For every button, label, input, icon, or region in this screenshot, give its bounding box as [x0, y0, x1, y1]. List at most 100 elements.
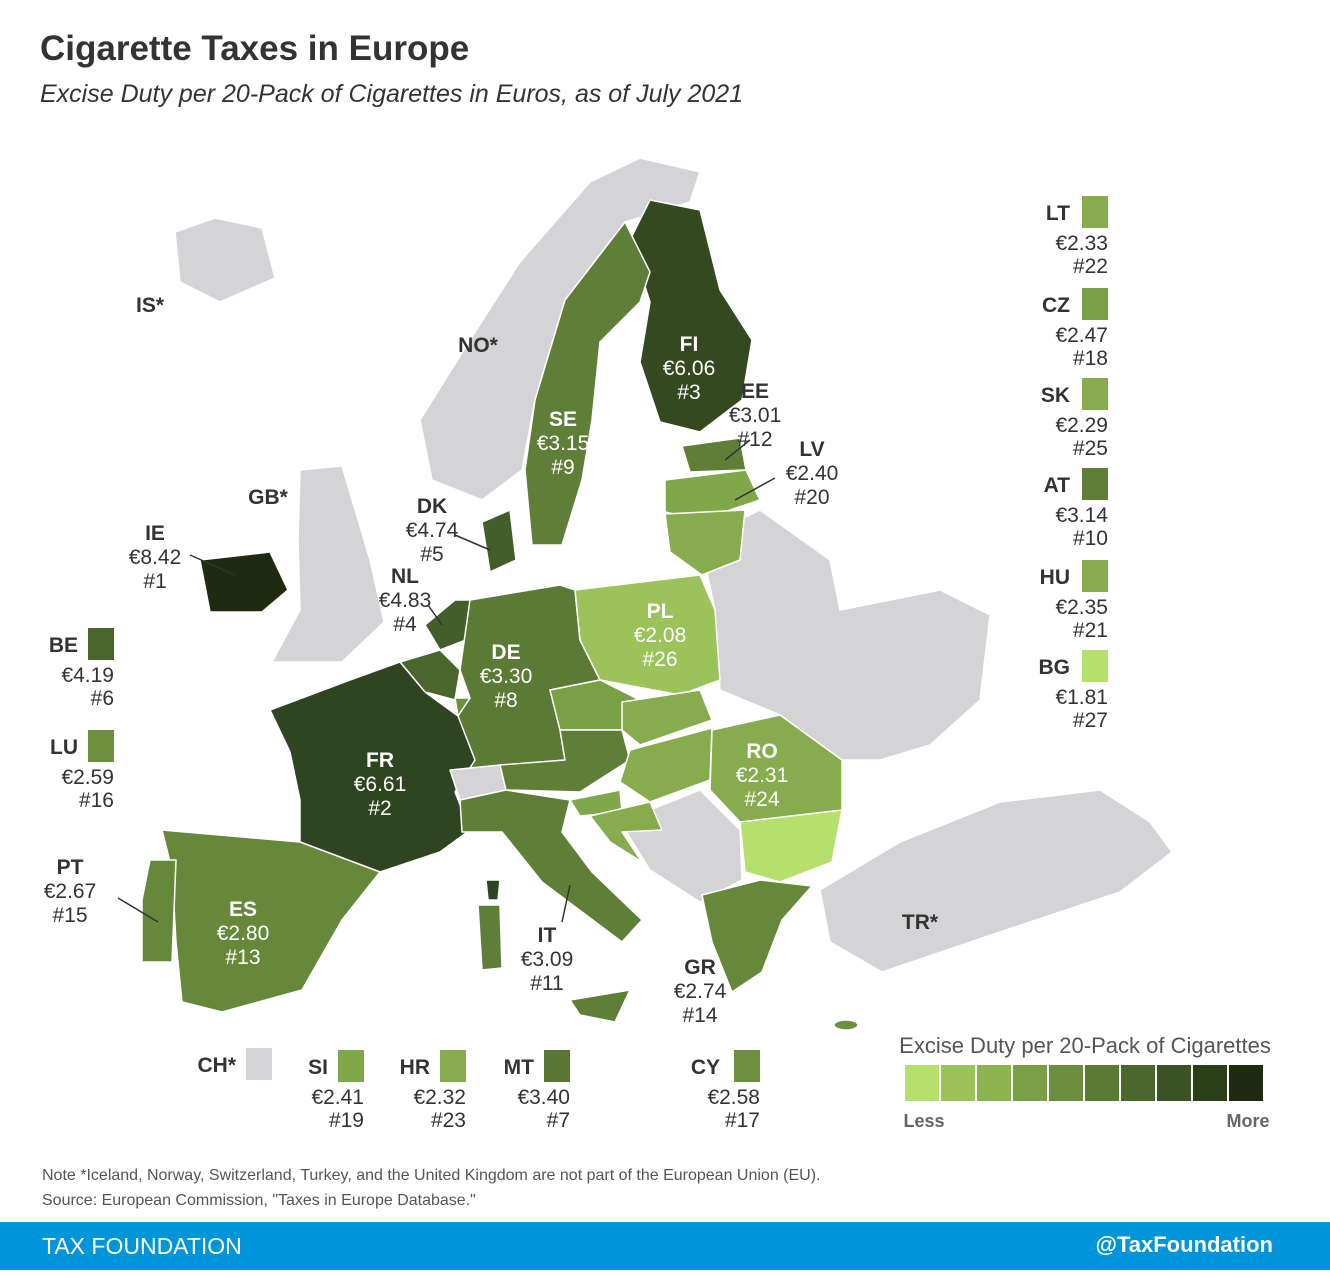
scale-swatch: [977, 1065, 1011, 1101]
country-code: SI: [308, 1056, 328, 1079]
country-value: €6.06: [663, 357, 716, 380]
leader-line: [734, 477, 776, 501]
country-code: ES: [229, 898, 257, 921]
scale-swatch: [1193, 1065, 1227, 1101]
country-value: €2.31: [736, 764, 789, 787]
scale-high: More: [1226, 1111, 1269, 1131]
country-code: NL: [391, 565, 419, 588]
scale-swatch: [1157, 1065, 1191, 1101]
brand: TAX FOUNDATION: [42, 1233, 242, 1259]
country-code: HR: [400, 1056, 430, 1079]
country-rank: #20: [794, 486, 829, 509]
country-shape: [574, 574, 721, 696]
legend-swatch: [1082, 650, 1108, 682]
country-code: RO: [746, 740, 778, 763]
country-code: CY: [691, 1056, 720, 1079]
scale-low: Less: [903, 1111, 944, 1131]
scale-swatch: [1013, 1065, 1047, 1101]
scale-swatch: [1121, 1065, 1155, 1101]
scale-swatch: [1229, 1065, 1263, 1101]
country-code: CH*: [197, 1054, 236, 1077]
country-code: IS*: [136, 294, 165, 317]
country-rank: #14: [682, 1004, 717, 1027]
country-value: €4.19: [61, 664, 114, 687]
legend-swatch: [440, 1050, 466, 1082]
country-code: LU: [50, 736, 78, 759]
country-shape: [499, 729, 631, 793]
country-rank: #4: [393, 613, 417, 636]
country-code: GB*: [248, 486, 289, 509]
country-code: PL: [647, 600, 674, 623]
country-code: CZ: [1042, 294, 1070, 317]
scale-swatch: [1049, 1065, 1083, 1101]
country-value: €2.33: [1055, 232, 1108, 255]
country-code: DE: [491, 641, 520, 664]
leader-line: [561, 884, 571, 923]
country-code: PT: [57, 856, 84, 879]
labels: IS* NO* GB* TR* IE€8.42#1 FI€6.06#3 SE€3.15#9 E…: [44, 196, 1108, 1132]
country-value: €3.15: [537, 432, 590, 455]
country-rank: #8: [494, 689, 517, 712]
country-shape: [629, 199, 753, 433]
leader-line: [189, 554, 236, 576]
title: Cigarette Taxes in Europe: [40, 29, 469, 68]
country-rank: #17: [725, 1109, 760, 1132]
country-rank: #1: [143, 570, 166, 593]
scale-swatch: [941, 1065, 975, 1101]
country-code: DK: [417, 495, 447, 518]
country-value: €2.59: [61, 766, 114, 789]
country-code: SE: [549, 408, 577, 431]
country-code: FI: [680, 333, 699, 356]
country-value: €3.01: [729, 404, 782, 427]
country-shape: [174, 217, 276, 303]
country-shape: [589, 801, 663, 863]
country-shape: [271, 465, 385, 663]
subtitle: Excise Duty per 20-Pack of Cigarettes in…: [40, 80, 743, 108]
legend-swatch: [1082, 196, 1108, 228]
handle: @TaxFoundation: [1096, 1232, 1273, 1257]
country-code: MT: [504, 1056, 534, 1079]
country-value: €2.74: [674, 980, 727, 1003]
country-shape: [621, 689, 713, 746]
country-value: €2.80: [217, 922, 270, 945]
color-scale: Excise Duty per 20-Pack of Cigarettes Le…: [899, 1033, 1271, 1131]
country-rank: #7: [547, 1109, 570, 1132]
country-code: BG: [1039, 656, 1071, 679]
country-rank: #16: [79, 789, 114, 812]
country-value: €6.61: [354, 773, 407, 796]
country-shape: [199, 551, 289, 613]
country-shape: [524, 221, 651, 546]
country-rank: #23: [431, 1109, 466, 1132]
country-rank: #2: [368, 797, 391, 820]
scale-swatch: [1085, 1065, 1119, 1101]
country-shape: [485, 879, 501, 901]
country-shape: [619, 727, 713, 803]
country-rank: #12: [737, 428, 772, 451]
source: Source: European Commission, "Taxes in E…: [42, 1192, 476, 1209]
legend-swatch: [1082, 468, 1108, 500]
country-code: SK: [1041, 384, 1070, 407]
country-shape: [819, 789, 1173, 973]
country-rank: #6: [91, 687, 114, 710]
country-value: €4.74: [406, 519, 459, 542]
country-code: LT: [1046, 202, 1070, 225]
country-value: €2.32: [413, 1086, 466, 1109]
country-shape: [459, 789, 643, 943]
country-rank: #13: [225, 946, 260, 969]
country-rank: #18: [1073, 347, 1108, 370]
country-rank: #15: [52, 904, 87, 927]
country-value: €2.58: [707, 1086, 760, 1109]
legend-swatch: [734, 1050, 760, 1082]
country-value: €2.47: [1055, 324, 1108, 347]
country-code: FR: [366, 749, 394, 772]
country-value: €3.14: [1055, 504, 1108, 527]
leader-line: [117, 897, 159, 923]
eastern-europe: [699, 509, 991, 761]
country-shape: [481, 509, 517, 573]
legend-swatch: [1082, 560, 1108, 592]
landmass: [141, 157, 1173, 1031]
country-shape: [477, 904, 503, 971]
country-rank: #11: [530, 972, 563, 995]
footer-bar: [0, 1222, 1330, 1270]
